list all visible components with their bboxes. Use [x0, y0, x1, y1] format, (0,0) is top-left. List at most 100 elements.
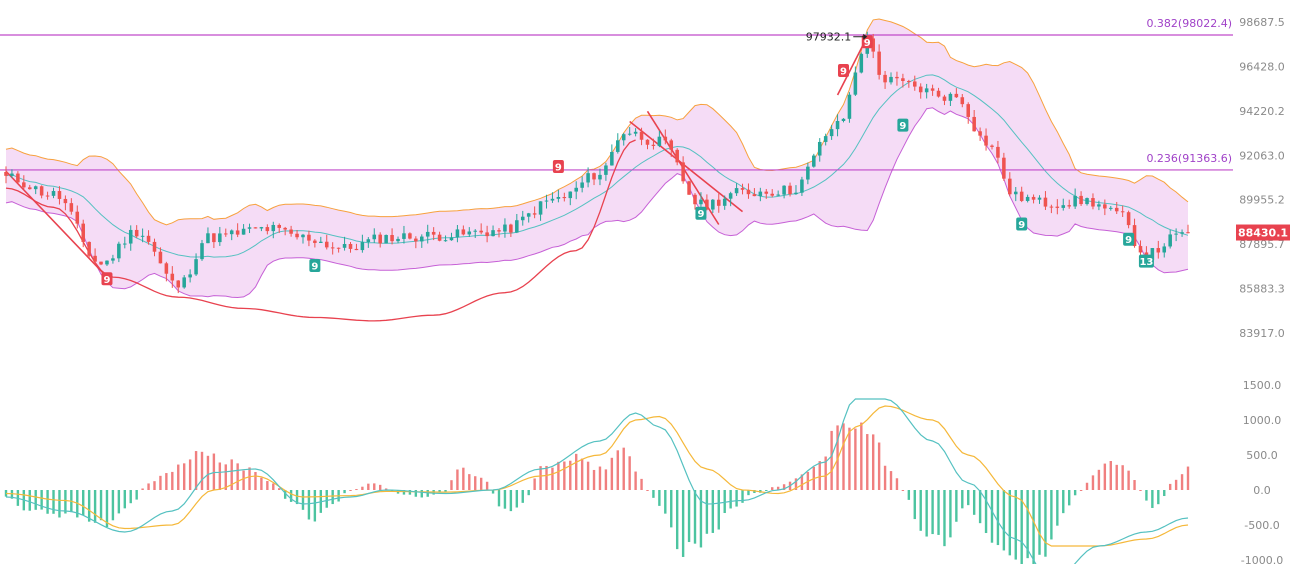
- macd-histogram-bar: [984, 490, 988, 534]
- candle-body: [752, 194, 757, 197]
- candle-body: [942, 96, 947, 101]
- candle-body: [901, 78, 905, 81]
- macd-histogram-bar: [153, 481, 156, 490]
- candle-body: [610, 151, 614, 166]
- candle-body: [515, 220, 519, 233]
- macd-histogram-bar: [967, 490, 970, 506]
- candle-body: [33, 186, 38, 190]
- candle-body: [1019, 191, 1024, 201]
- macd-histogram-bar: [937, 490, 940, 535]
- macd-histogram-bar: [871, 434, 875, 490]
- candle-body: [283, 227, 287, 230]
- macd-tick-0: 1500.0: [1243, 379, 1282, 392]
- candle-body: [526, 213, 531, 217]
- price-tick-0: 98687.5: [1239, 16, 1285, 29]
- macd-histogram-bar: [254, 471, 257, 490]
- macd-histogram-bar: [141, 488, 144, 490]
- price-panel[interactable]: 0.382(98022.4) 0.236(91363.6) 9 9 9 9 9 9 9 9 9 13 9…: [0, 17, 1233, 322]
- macd-dea-line: [5, 405, 1189, 547]
- macd-histogram-bar: [545, 465, 548, 490]
- macd-histogram-bar: [331, 490, 334, 505]
- candle-body: [324, 241, 329, 248]
- candle-body: [1132, 225, 1137, 247]
- macd-panel[interactable]: [4, 398, 1190, 564]
- candle-body: [859, 53, 864, 73]
- macd-histogram-bar: [592, 469, 596, 490]
- candle-body: [1097, 204, 1101, 207]
- macd-histogram-bar: [1062, 490, 1065, 514]
- macd-histogram-bar: [177, 464, 180, 490]
- candle-body: [550, 198, 555, 201]
- candle-body: [390, 235, 394, 242]
- candle-body: [1168, 234, 1172, 247]
- macd-histogram-bar: [652, 490, 655, 498]
- candle-body: [764, 191, 769, 194]
- macd-histogram-bar: [224, 464, 227, 490]
- macd-histogram-bar: [729, 490, 732, 509]
- candle-body: [699, 199, 703, 205]
- candle-body: [687, 181, 691, 195]
- macd-histogram-bar: [165, 473, 168, 490]
- macd-histogram-bar: [711, 490, 715, 533]
- macd-histogram-bar: [1127, 470, 1130, 490]
- candle-body: [176, 280, 181, 288]
- macd-histogram-bar: [539, 466, 542, 490]
- macd-histogram-bar: [782, 484, 786, 490]
- candle-body: [1186, 232, 1190, 234]
- td-marker-4: [837, 63, 849, 77]
- candle-body: [449, 237, 454, 241]
- td-marker-label-6: 9: [899, 121, 906, 132]
- macd-histogram-bar: [200, 451, 204, 490]
- macd-histogram-bar: [735, 490, 738, 507]
- macd-histogram-bar: [1186, 466, 1190, 490]
- candle-body: [372, 234, 377, 240]
- candle-body: [158, 251, 163, 264]
- candle-body: [657, 136, 662, 146]
- candle-body: [978, 131, 982, 136]
- macd-histogram-bar: [913, 490, 916, 520]
- macd-histogram-bar: [485, 481, 489, 490]
- macd-histogram-bar: [1168, 483, 1172, 490]
- candle-body: [592, 173, 596, 180]
- macd-histogram-bar: [4, 490, 8, 497]
- td-marker-2: [552, 160, 564, 174]
- candle-body: [954, 93, 959, 98]
- macd-histogram-bar: [616, 450, 619, 490]
- candle-body: [871, 38, 875, 52]
- macd-histogram-bar: [1008, 490, 1012, 556]
- candle-body: [812, 155, 816, 167]
- macd-histogram-bar: [1026, 490, 1029, 559]
- candle-body: [948, 93, 953, 101]
- candle-body: [295, 233, 299, 238]
- td-marker-7: [1016, 217, 1028, 231]
- last-price-tag: [1236, 224, 1290, 241]
- candle-body: [711, 199, 715, 210]
- macd-histogram-bar: [230, 459, 233, 490]
- candle-body: [936, 90, 941, 97]
- candle-body: [342, 244, 347, 248]
- candle-body: [152, 241, 157, 252]
- macd-histogram-bar: [147, 483, 150, 490]
- candle-body: [4, 172, 8, 176]
- candle-body: [81, 223, 85, 242]
- candle-body: [354, 248, 359, 251]
- macd-histogram-bar: [34, 490, 37, 510]
- candle-body: [1109, 207, 1113, 209]
- candle-body: [330, 247, 335, 249]
- macd-histogram-bar: [919, 490, 922, 531]
- macd-histogram-bar: [248, 467, 251, 490]
- macd-histogram-bar: [414, 490, 418, 497]
- macd-histogram-bar: [295, 490, 299, 505]
- candle-body: [907, 80, 911, 82]
- candle-body: [384, 235, 388, 244]
- candle-body: [1031, 196, 1036, 200]
- macd-histogram-bar: [301, 490, 305, 510]
- candle-body: [889, 76, 893, 83]
- bollinger-band-fill: [6, 19, 1188, 298]
- td-marker-label-7: 9: [1018, 220, 1025, 231]
- macd-histogram-bar: [384, 488, 388, 490]
- macd-histogram-bar: [474, 476, 477, 490]
- macd-histogram-bar: [658, 490, 661, 506]
- macd-histogram-bar: [1032, 490, 1035, 564]
